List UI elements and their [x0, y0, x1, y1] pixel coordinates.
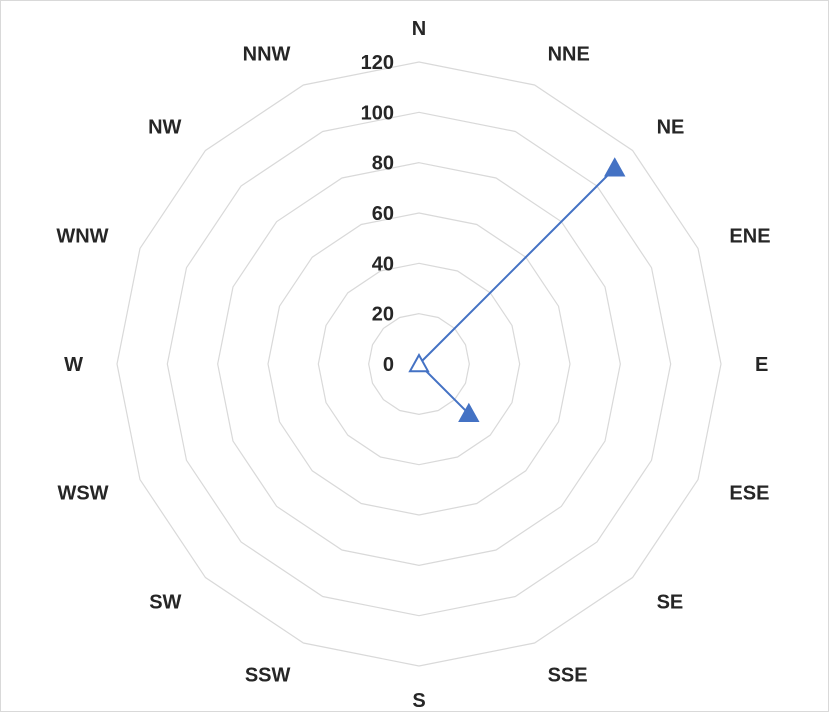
category-label-e: E — [755, 354, 768, 376]
tick-label: 60 — [372, 203, 394, 225]
category-label-wnw: WNW — [56, 225, 108, 247]
category-label-ene: ENE — [729, 225, 770, 247]
tick-label: 20 — [372, 304, 394, 326]
tick-label: 120 — [361, 52, 394, 74]
category-label-ssw: SSW — [245, 664, 291, 686]
category-label-s: S — [412, 690, 425, 711]
category-label-wsw: WSW — [57, 483, 108, 505]
grid-ring-80 — [217, 162, 621, 566]
category-label-nnw: NNW — [243, 44, 291, 66]
category-label-w: W — [64, 354, 83, 376]
category-label-n: N — [412, 18, 426, 40]
grid-ring-60 — [267, 212, 571, 516]
category-label-ese: ESE — [729, 483, 769, 505]
grid-ring-120 — [116, 61, 722, 667]
category-labels: N NNE NE ENE E ESE SE SSE S SSW SW WSW W WNW NW NNW — [56, 18, 770, 711]
tick-label: 0 — [383, 354, 394, 376]
category-label-sse: SSE — [548, 664, 588, 686]
category-label-nne: NNE — [548, 44, 590, 66]
tick-label: 40 — [372, 253, 394, 275]
grid-ring-100 — [166, 111, 672, 617]
tick-label: 80 — [372, 153, 394, 175]
data-point-n — [408, 352, 430, 373]
grid-ring-40 — [317, 262, 521, 466]
category-label-nw: NW — [148, 116, 181, 138]
category-label-se: SE — [657, 592, 684, 614]
data-point-ne — [604, 157, 626, 177]
series-layer — [408, 157, 626, 423]
data-point-se — [458, 402, 480, 423]
category-label-ne: NE — [657, 116, 685, 138]
tick-labels: 0 20 40 60 80 100 120 — [361, 52, 394, 376]
category-label-sw: SW — [149, 592, 181, 614]
grid-layer — [116, 61, 722, 667]
tick-label: 100 — [361, 102, 394, 124]
grid-ring-20 — [368, 313, 470, 415]
